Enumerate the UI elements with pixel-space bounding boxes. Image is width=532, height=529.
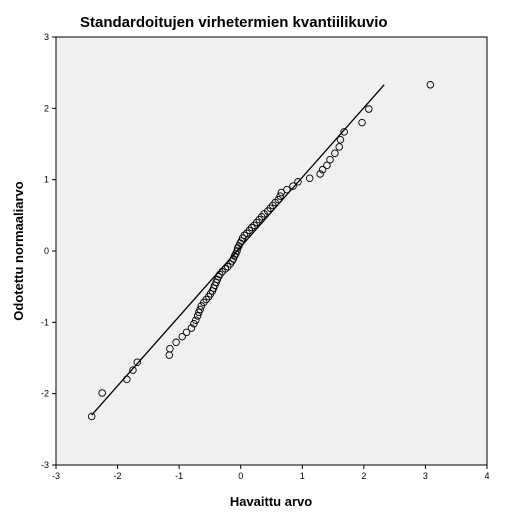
data-point — [98, 389, 106, 397]
x-tick-label: -3 — [52, 471, 60, 481]
plot-area — [56, 37, 487, 465]
y-tick-label: 2 — [44, 103, 49, 113]
data-point — [305, 174, 314, 182]
y-tick-label: -3 — [41, 460, 49, 470]
y-tick-label: 1 — [44, 175, 49, 185]
data-point — [326, 155, 334, 164]
data-point — [178, 332, 186, 341]
data-point — [129, 366, 137, 374]
y-tick-label: 0 — [44, 246, 49, 256]
data-point — [365, 105, 373, 113]
data-point — [196, 305, 204, 314]
y-tick-label: -2 — [41, 389, 49, 399]
data-points — [87, 81, 435, 421]
data-point — [182, 328, 191, 337]
x-tick-label: 0 — [238, 471, 243, 481]
data-point — [190, 320, 198, 328]
data-point — [283, 185, 291, 194]
data-point — [340, 128, 348, 136]
y-tick-label: -1 — [41, 317, 49, 327]
x-axis-label: Havaittu arvo — [230, 494, 312, 509]
x-axis-ticks: -3 -2 -1 0 1 2 3 4 — [52, 465, 490, 481]
data-point — [193, 312, 202, 320]
data-point — [233, 244, 242, 252]
data-point — [331, 149, 339, 158]
data-point — [323, 161, 331, 170]
data-point — [336, 135, 345, 144]
x-tick-label: -2 — [114, 471, 122, 481]
data-point — [318, 165, 327, 174]
x-tick-label: 2 — [361, 471, 366, 481]
data-point — [166, 344, 174, 353]
data-point — [123, 375, 131, 384]
data-point — [87, 412, 96, 421]
data-point — [214, 272, 223, 281]
chart-title: Standardoitujen virhetermien kvantiiliku… — [80, 14, 388, 31]
data-point — [248, 223, 256, 232]
data-point — [172, 338, 180, 347]
y-axis-ticks: -3 -2 -1 0 1 2 3 — [41, 32, 56, 470]
data-point — [274, 195, 283, 204]
y-tick-label: 3 — [44, 32, 49, 42]
data-point — [230, 252, 239, 260]
data-point — [358, 118, 366, 127]
data-point — [233, 247, 241, 255]
data-point — [426, 81, 435, 89]
reference-line-group — [91, 84, 385, 416]
data-point — [316, 170, 324, 178]
data-point — [228, 257, 236, 265]
data-point — [187, 324, 196, 332]
x-tick-label: -1 — [175, 471, 183, 481]
data-point — [236, 239, 244, 247]
data-point — [240, 231, 249, 240]
data-point — [289, 182, 297, 190]
reference-line — [91, 84, 385, 416]
data-point — [276, 192, 284, 200]
data-point — [335, 143, 343, 151]
data-point — [133, 358, 142, 367]
x-tick-label: 3 — [423, 471, 428, 481]
x-tick-label: 4 — [484, 471, 489, 481]
data-point — [192, 316, 200, 324]
x-tick-label: 1 — [300, 471, 305, 481]
y-axis-label: Odotettu normaaliarvo — [11, 181, 26, 320]
data-point — [221, 265, 230, 273]
data-point — [294, 178, 302, 186]
